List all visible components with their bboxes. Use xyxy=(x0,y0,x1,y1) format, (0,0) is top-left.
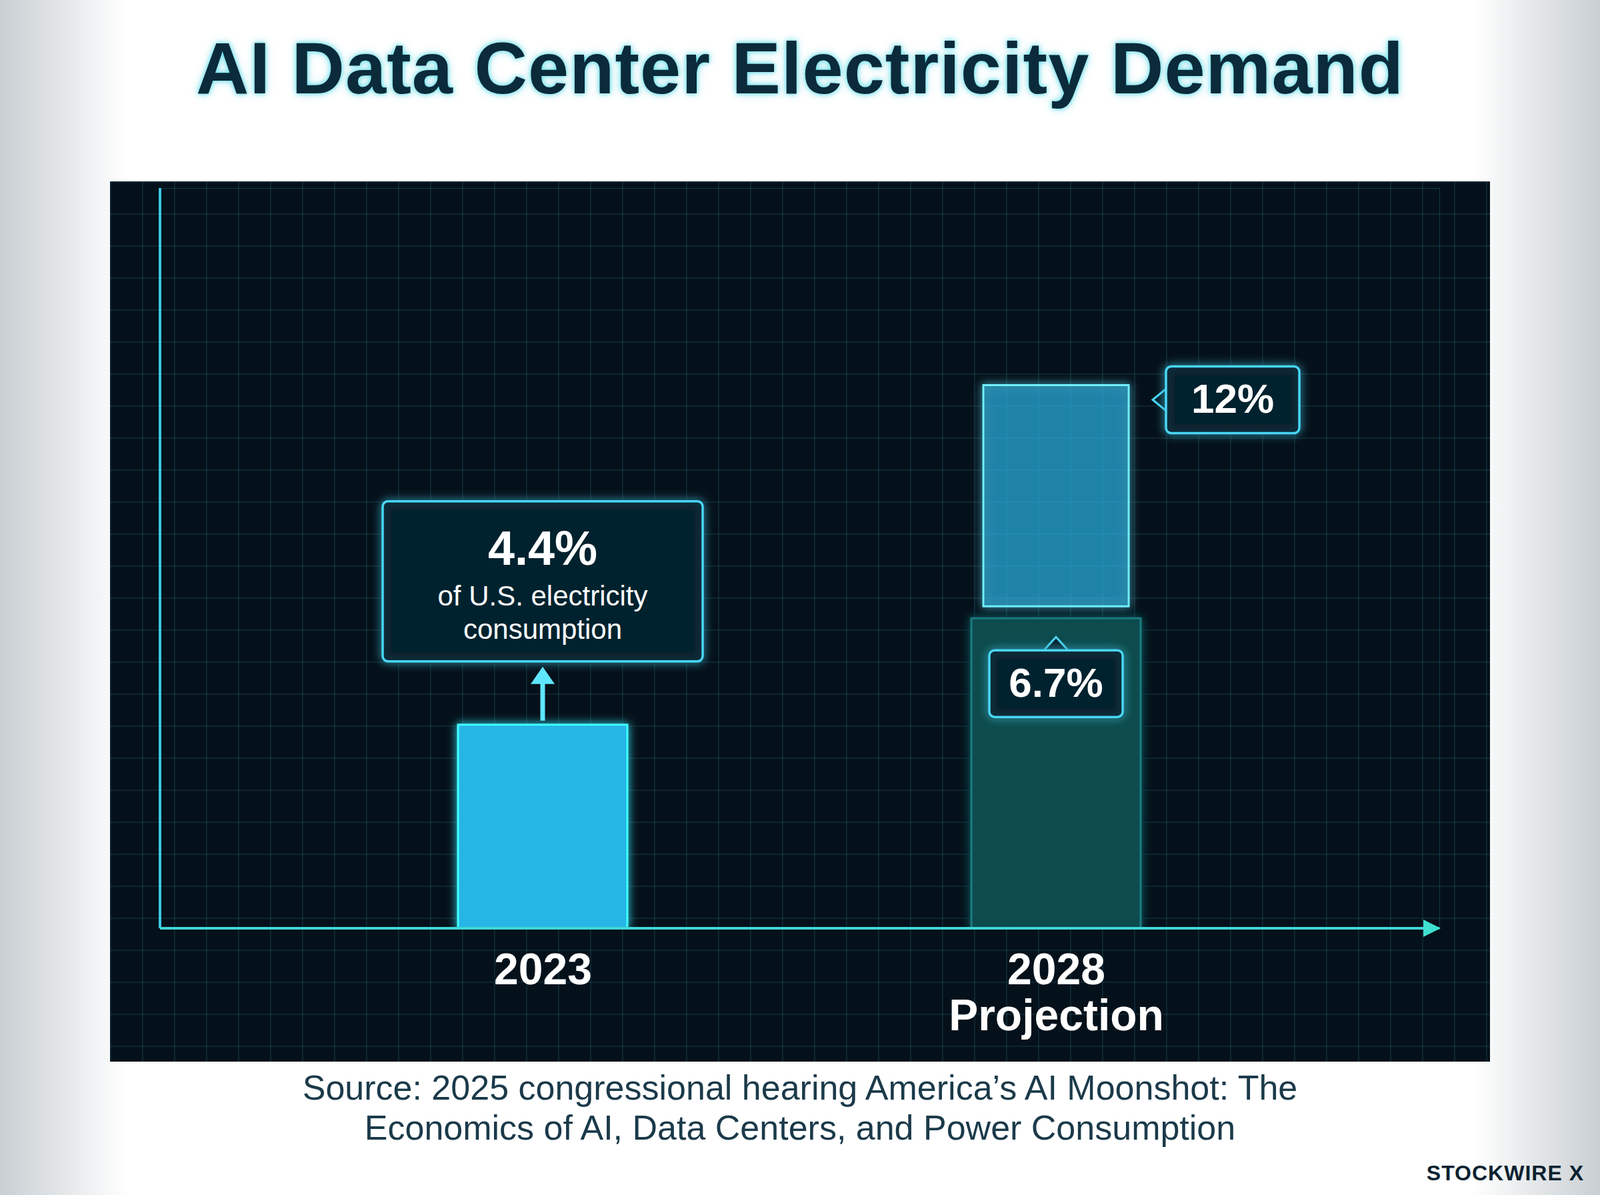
html-text:AI Data Center Electricity Dem: AI Data Center Electricity Demand xyxy=(196,26,1404,109)
svg-text:6.7%: 6.7% xyxy=(1008,659,1103,706)
html-text:Source: 2025 congressional hea: Source: 2025 congressional hearing Ameri… xyxy=(302,1068,1298,1147)
html-text:STOCKWIRE X: STOCKWIRE X xyxy=(1426,1160,1584,1185)
svg-text:4.4%: 4.4% xyxy=(488,521,598,575)
svg-text:of U.S. electricity: of U.S. electricity xyxy=(437,580,648,612)
svg-text:2023: 2023 xyxy=(494,944,592,994)
svg-text:12%: 12% xyxy=(1191,375,1274,422)
svg-text:2028Projection: 2028Projection xyxy=(948,944,1164,1040)
svg-text:consumption: consumption xyxy=(463,613,622,645)
